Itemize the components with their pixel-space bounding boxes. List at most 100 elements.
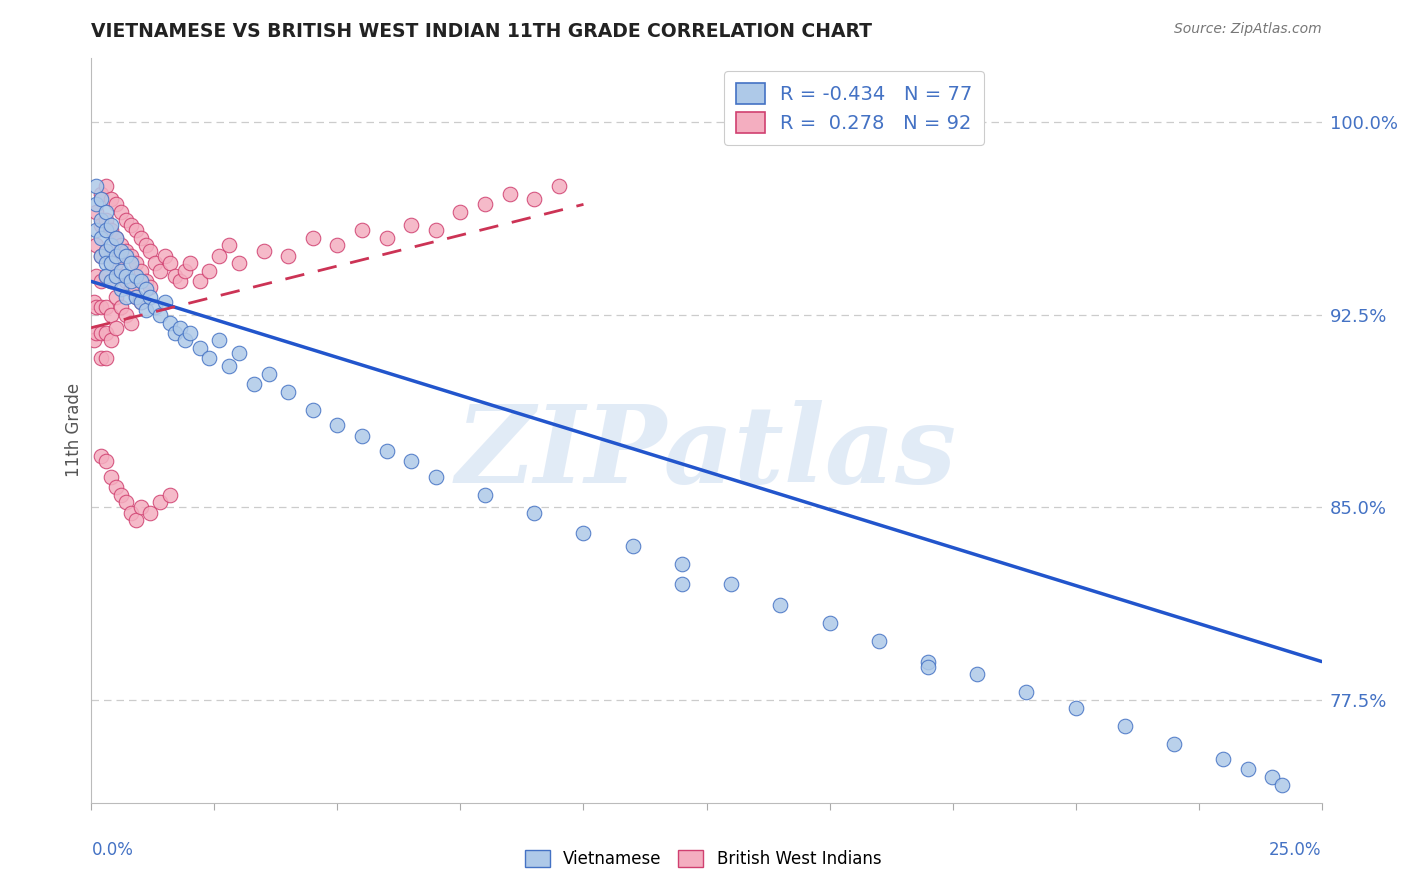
Point [120, 275, 142, 289]
Point [90, 249, 112, 263]
Point [90, 218, 112, 232]
Point [523, 192, 546, 206]
Point [90, 249, 112, 263]
Point [1015, 685, 1038, 699]
Y-axis label: 11th Grade: 11th Grade [65, 384, 83, 477]
Point [139, 244, 162, 258]
Point [1212, 752, 1234, 766]
Point [96, 269, 117, 284]
Point [100, 238, 122, 252]
Point [208, 334, 231, 348]
Point [145, 256, 166, 270]
Point [120, 256, 142, 270]
Point [399, 218, 422, 232]
Point [120, 218, 142, 232]
Point [474, 487, 496, 501]
Point [352, 428, 374, 442]
Point [1064, 700, 1087, 714]
Point [163, 269, 186, 284]
Point [124, 256, 146, 270]
Point [257, 367, 280, 381]
Point [96, 244, 117, 258]
Point [105, 197, 127, 211]
Point [1114, 719, 1136, 733]
Point [277, 384, 299, 399]
Point [86, 326, 108, 340]
Point [375, 444, 398, 458]
Point [135, 282, 156, 296]
Point [818, 615, 841, 630]
Point [114, 249, 138, 263]
Point [120, 316, 142, 330]
Point [120, 282, 142, 296]
Point [100, 275, 122, 289]
Point [769, 598, 792, 612]
Point [301, 231, 323, 245]
Text: VIETNAMESE VS BRITISH WEST INDIAN 11TH GRADE CORRELATION CHART: VIETNAMESE VS BRITISH WEST INDIAN 11TH G… [91, 22, 872, 41]
Point [110, 205, 132, 219]
Point [90, 300, 112, 314]
Point [110, 269, 132, 284]
Point [90, 187, 112, 202]
Point [86, 269, 108, 284]
Point [135, 238, 156, 252]
Point [100, 218, 122, 232]
Text: ZIPatlas: ZIPatlas [456, 400, 957, 506]
Point [174, 334, 197, 348]
Point [110, 264, 132, 278]
Point [218, 238, 240, 252]
Point [671, 557, 693, 571]
Point [198, 351, 221, 366]
Point [110, 244, 132, 258]
Point [135, 302, 156, 317]
Point [188, 275, 211, 289]
Point [149, 264, 172, 278]
Text: 25.0%: 25.0% [1270, 841, 1322, 859]
Text: Source: ZipAtlas.com: Source: ZipAtlas.com [1174, 22, 1322, 37]
Point [110, 487, 132, 501]
Point [917, 659, 939, 673]
Point [96, 223, 117, 237]
Point [114, 290, 138, 304]
Point [110, 238, 132, 252]
Point [86, 223, 108, 237]
Point [868, 634, 890, 648]
Point [139, 279, 162, 293]
Point [124, 513, 146, 527]
Point [149, 495, 172, 509]
Point [301, 402, 323, 417]
Point [90, 351, 112, 366]
Point [114, 495, 138, 509]
Point [188, 341, 211, 355]
Point [352, 223, 374, 237]
Point [153, 249, 177, 263]
Point [169, 320, 191, 334]
Point [105, 249, 127, 263]
Point [135, 275, 156, 289]
Point [1237, 763, 1260, 777]
Point [83, 334, 105, 348]
Point [96, 205, 117, 219]
Point [100, 256, 122, 270]
Point [179, 326, 201, 340]
Point [174, 264, 197, 278]
Point [86, 197, 108, 211]
Point [105, 290, 127, 304]
Point [179, 256, 201, 270]
Point [96, 351, 117, 366]
Point [277, 249, 299, 263]
Point [124, 223, 146, 237]
Point [100, 469, 122, 483]
Point [129, 500, 152, 515]
Point [153, 295, 177, 310]
Point [100, 192, 122, 206]
Point [129, 295, 152, 310]
Point [326, 238, 349, 252]
Point [96, 454, 117, 468]
Point [253, 244, 276, 258]
Point [129, 231, 152, 245]
Point [547, 179, 569, 194]
Point [114, 269, 138, 284]
Point [917, 655, 939, 669]
Point [474, 197, 496, 211]
